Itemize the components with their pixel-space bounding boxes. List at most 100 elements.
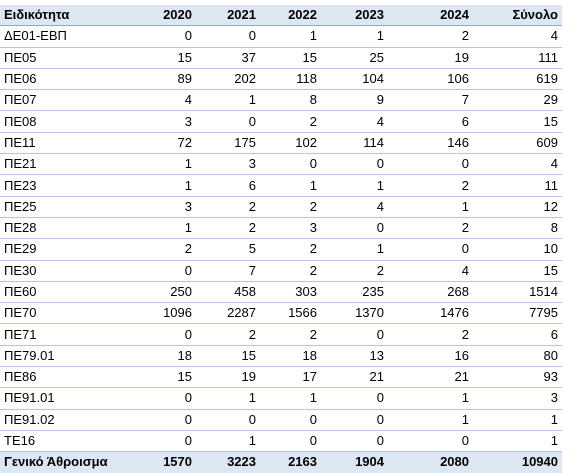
column-header-2021: 2021 [196,5,260,27]
table-row: ΠΕ23 1 6 1 1 2 11 [0,174,562,197]
value-cell: 1 [321,174,388,197]
table-row: ΠΕ28 1 2 3 0 2 8 [0,217,562,240]
specialty-cell: ΠΕ60 [0,281,135,304]
value-cell: 0 [135,387,196,410]
value-cell: 0 [388,430,473,453]
value-cell: 18 [260,345,321,368]
value-cell: 0 [135,25,196,48]
value-cell: 25 [321,47,388,69]
table-row: ΠΕ86 15 19 17 21 21 93 [0,366,562,389]
value-cell: 0 [321,387,388,410]
value-cell: 1566 [260,302,321,325]
value-cell: 4 [473,25,562,48]
value-cell: 114 [321,132,388,155]
table-row: ΠΕ70 1096 2287 1566 1370 1476 7795 [0,302,562,325]
value-cell: 1370 [321,302,388,325]
specialty-cell: ΠΕ30 [0,260,135,282]
value-cell: 0 [196,409,260,431]
value-cell: 1 [196,89,260,112]
column-header-total: Σύνολο [473,5,562,27]
value-cell: 1476 [388,302,473,325]
value-cell: 10 [473,238,562,261]
value-cell: 0 [388,238,473,261]
value-cell: 8 [260,89,321,112]
value-cell: 2287 [196,302,260,325]
column-header-2023: 2023 [321,5,388,27]
value-cell: 7795 [473,302,562,325]
value-cell: 104 [321,68,388,91]
value-cell: 235 [321,281,388,304]
value-cell: 16 [388,345,473,368]
value-cell: 3 [196,153,260,176]
value-cell: 0 [321,153,388,176]
value-cell: 250 [135,281,196,304]
value-cell: 0 [135,323,196,346]
table-row: ΠΕ60 250 458 303 235 268 1514 [0,281,562,304]
value-cell: 29 [473,89,562,112]
table-row: ΠΕ91.01 0 1 1 0 1 3 [0,387,562,410]
value-cell: 15 [473,110,562,133]
specialty-cell: ΠΕ23 [0,174,135,197]
value-cell: 106 [388,68,473,91]
value-cell: 2 [388,174,473,197]
value-cell: 21 [388,366,473,389]
value-cell: 303 [260,281,321,304]
value-cell: 2 [260,110,321,133]
specialty-cell: ΠΕ91.01 [0,387,135,410]
value-cell: 0 [321,409,388,431]
table-body: ΔΕ01-ΕΒΠ 0 0 1 1 2 4 ΠΕ05 15 37 15 25 19 111 ΠΕ06 89 202… [0,25,562,453]
value-cell: 111 [473,47,562,69]
value-cell: 0 [260,430,321,453]
value-cell: 146 [388,132,473,155]
value-cell: 1096 [135,302,196,325]
value-cell: 0 [135,409,196,431]
specialty-cell: ΠΕ06 [0,68,135,91]
value-cell: 0 [321,217,388,240]
value-cell: 19 [388,47,473,69]
value-cell: 3 [135,196,196,218]
value-cell: 1 [388,409,473,431]
specialty-table-container: Ειδικότητα 2020 2021 2022 2023 2024 Σύνολο ΔΕ0… [0,5,562,473]
value-cell: 0 [388,153,473,176]
grand-total-value: 1904 [321,451,388,473]
column-header-2022: 2022 [260,5,321,27]
value-cell: 80 [473,345,562,368]
value-cell: 2 [260,323,321,346]
value-cell: 13 [321,345,388,368]
value-cell: 15 [196,345,260,368]
value-cell: 12 [473,196,562,218]
value-cell: 2 [196,323,260,346]
value-cell: 4 [388,260,473,282]
value-cell: 1 [321,25,388,48]
value-cell: 4 [321,196,388,218]
value-cell: 1 [388,387,473,410]
value-cell: 102 [260,132,321,155]
value-cell: 1 [260,25,321,48]
table-footer: Γενικό Άθροισμα 1570 3223 2163 1904 2080 10940 [0,451,562,473]
value-cell: 19 [196,366,260,389]
value-cell: 2 [135,238,196,261]
specialty-cell: ΠΕ86 [0,366,135,389]
value-cell: 0 [260,409,321,431]
table-row: ΠΕ79.01 18 15 18 13 16 80 [0,345,562,368]
value-cell: 2 [388,217,473,240]
value-cell: 2 [388,323,473,346]
specialty-cell: ΠΕ28 [0,217,135,240]
value-cell: 3 [473,387,562,410]
value-cell: 2 [196,217,260,240]
value-cell: 1 [260,174,321,197]
table-row: ΠΕ91.02 0 0 0 0 1 1 [0,409,562,431]
table-row: ΠΕ71 0 2 2 0 2 6 [0,323,562,346]
value-cell: 2 [260,260,321,282]
value-cell: 202 [196,68,260,91]
grand-total-value: 10940 [473,451,562,473]
value-cell: 0 [260,153,321,176]
grand-total-value: 3223 [196,451,260,473]
table-row: ΠΕ25 3 2 2 4 1 12 [0,196,562,218]
value-cell: 1 [196,387,260,410]
specialty-cell: ΠΕ05 [0,47,135,69]
specialty-cell: ΠΕ70 [0,302,135,325]
column-header-specialty: Ειδικότητα [0,5,135,27]
table-row: ΠΕ06 89 202 118 104 106 619 [0,68,562,91]
specialty-cell: ΠΕ91.02 [0,409,135,431]
